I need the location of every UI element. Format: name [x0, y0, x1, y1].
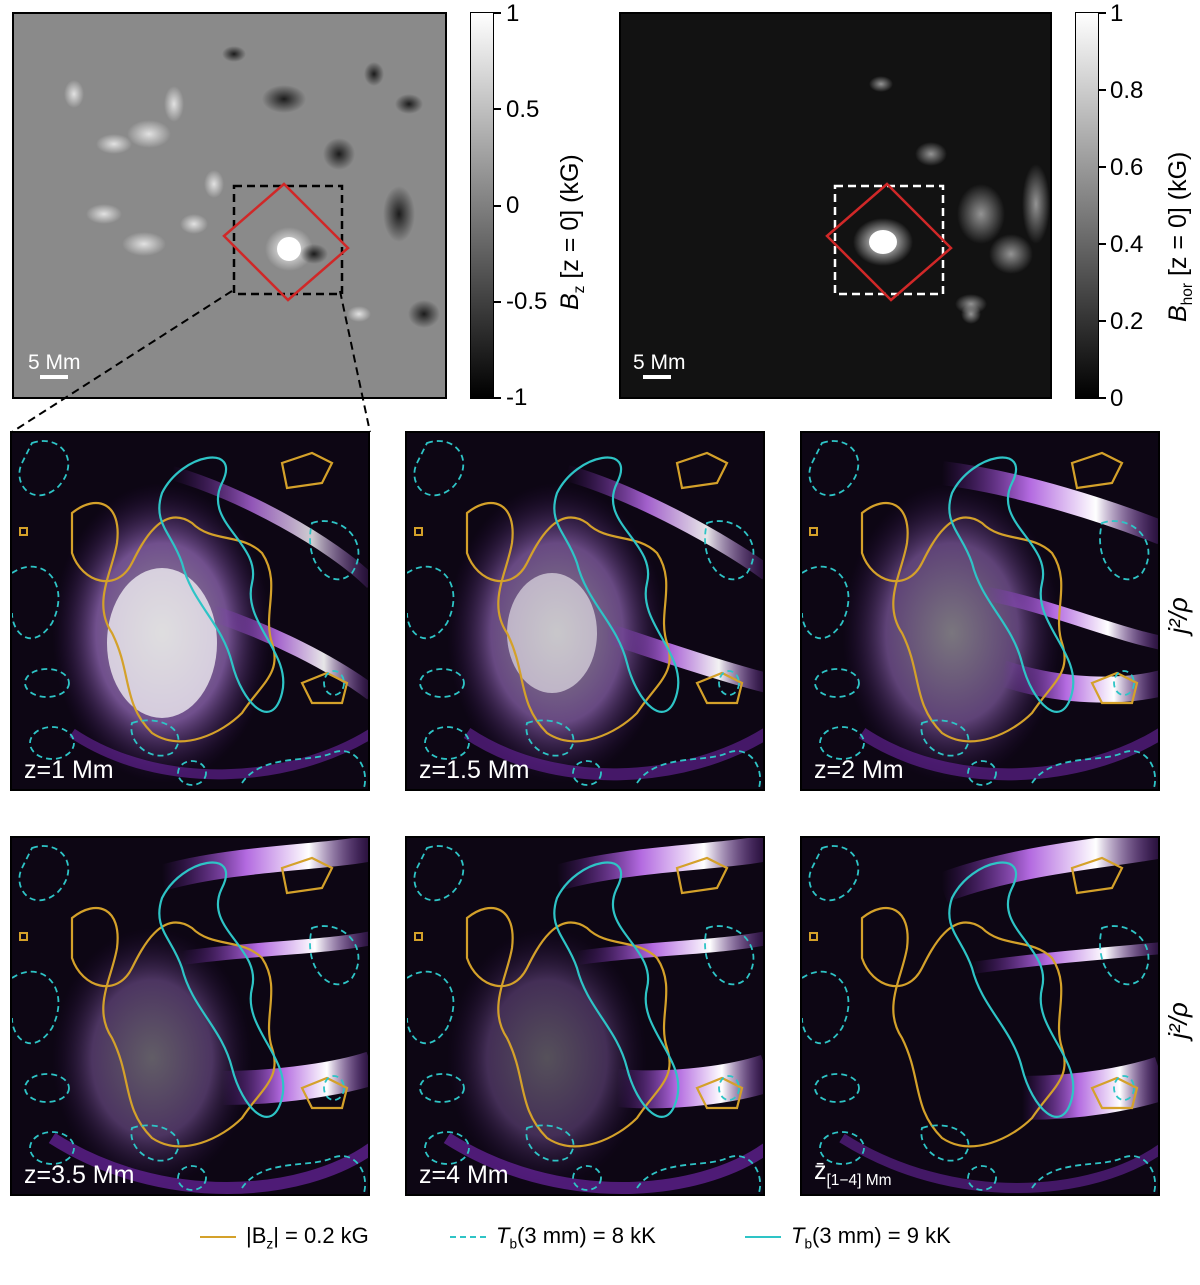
panel-label: z=1.5 Mm	[419, 756, 530, 784]
j2rho-panel-z3p5: z=3.5 Mm	[10, 836, 370, 1196]
legend-tb8: Tb(3 mm) = 8 kK	[450, 1222, 656, 1252]
panel-label: z=1 Mm	[24, 756, 114, 784]
scale-bar	[643, 375, 671, 379]
legend-swatch	[450, 1236, 486, 1238]
bhor-tick: 0.6	[1110, 154, 1144, 181]
legend-text: |Bz| = 0.2 kG	[246, 1222, 369, 1252]
bz-map: 5 Mm	[12, 12, 447, 399]
zoom-connector	[11, 290, 371, 433]
scale-label: 5 Mm	[28, 351, 81, 374]
bhor-colorbar	[1075, 12, 1099, 399]
j2rho-panel-z1: z=1 Mm	[10, 431, 370, 791]
panel-label: z̄[1−4] Mm	[814, 1157, 892, 1189]
legend-text: Tb(3 mm) = 9 kK	[791, 1222, 951, 1252]
panel-label: z=2 Mm	[814, 756, 904, 784]
panel-label: z=3.5 Mm	[24, 1161, 135, 1189]
scale-bar	[40, 375, 68, 379]
legend-bz: |Bz| = 0.2 kG	[200, 1222, 369, 1252]
j2rho-panel-z1p5: z=1.5 Mm	[405, 431, 765, 791]
bhor-tick: 0.2	[1110, 308, 1144, 335]
panel-label: z=4 Mm	[419, 1161, 509, 1189]
j2rho-panel-z2: z=2 Mm	[800, 431, 1160, 791]
j2rho-label-row1: j²/ρ	[1162, 597, 1193, 634]
legend-swatch	[745, 1236, 781, 1238]
legend-text: Tb(3 mm) = 8 kK	[496, 1222, 656, 1252]
bz-colorbar	[470, 12, 494, 399]
bz-tick: 0.5	[506, 96, 540, 123]
j2rho-panel-zavg: z̄[1−4] Mm	[800, 836, 1160, 1196]
bhor-tick: 0.4	[1110, 231, 1144, 258]
legend-tb9: Tb(3 mm) = 9 kK	[745, 1222, 951, 1252]
scale-label: 5 Mm	[633, 351, 686, 374]
j2rho-panel-z4: z=4 Mm	[405, 836, 765, 1196]
bz-tick: -1	[506, 384, 528, 411]
bhor-tick: 0.8	[1110, 77, 1144, 104]
bhor-tick: 1	[1110, 0, 1124, 27]
j2rho-label-row2: j²/ρ	[1162, 1002, 1193, 1039]
bz-tick: 0	[506, 192, 520, 219]
legend-swatch	[200, 1236, 236, 1238]
bhor-tick: 0	[1110, 385, 1124, 412]
bhor-map: 5 Mm	[619, 12, 1052, 399]
bz-tick: 1	[506, 0, 520, 27]
bz-tick: -0.5	[506, 288, 548, 315]
